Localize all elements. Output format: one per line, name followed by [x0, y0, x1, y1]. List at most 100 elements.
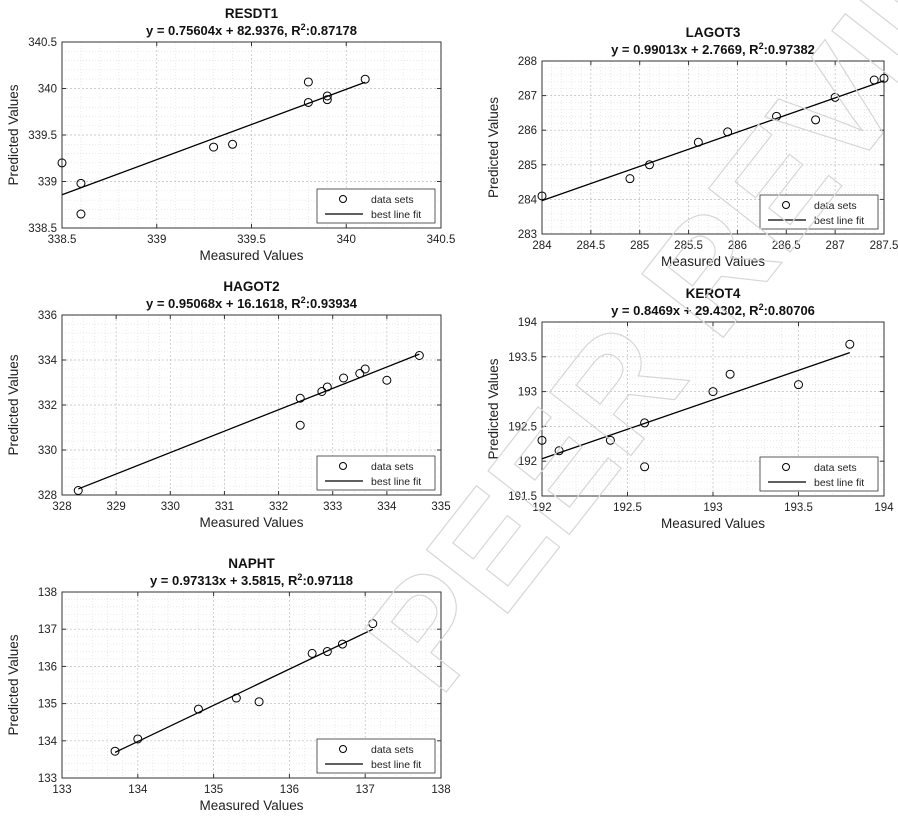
x-axis-label: Measured Values — [661, 254, 765, 269]
x-axis-label: Measured Values — [199, 798, 303, 813]
y-tick-label: 338.5 — [28, 223, 57, 235]
data-point — [414, 351, 424, 360]
data-point — [537, 191, 547, 201]
chart-title: LAGOT3 — [686, 25, 741, 40]
x-tick-label: 194 — [874, 502, 894, 514]
x-tick-label: 334 — [377, 501, 397, 513]
x-tick-label: 330 — [161, 501, 180, 513]
data-point — [231, 693, 241, 703]
axes-box — [61, 591, 442, 779]
x-tick-label: 331 — [215, 501, 234, 513]
x-axis-label: Measured Values — [199, 515, 303, 530]
x-tick-label: 286 — [728, 240, 747, 252]
x-axis-label: Measured Values — [199, 248, 303, 263]
regression-equation: y = 0.99013x + 2.7669, R2:0.97382 — [611, 41, 815, 57]
data-point — [76, 178, 86, 188]
axes-box — [541, 60, 885, 235]
chart-hagot2: HAGOT2 y = 0.95068x + 16.1618, R2:0.93934… — [0, 272, 455, 534]
x-tick-label: 340 — [337, 234, 356, 246]
x-tick-label: 340.5 — [427, 234, 456, 246]
legend-label-fit: best line fit — [371, 476, 421, 488]
y-tick-label: 285 — [518, 160, 537, 172]
x-tick-label: 285 — [630, 240, 649, 252]
x-tick-label: 284 — [532, 240, 552, 252]
y-axis-label: Predicted Values — [6, 354, 21, 455]
chart-title: NAPHT — [228, 556, 275, 571]
data-point — [133, 734, 143, 744]
data-point — [209, 142, 219, 152]
regression-equation: y = 0.95068x + 16.1618, R2:0.93934 — [146, 295, 358, 311]
legend: data sets best line fit — [316, 738, 436, 774]
regression-equation: y = 0.8469x + 29.4302, R2:0.80706 — [611, 302, 815, 318]
y-axis-label: Predicted Values — [6, 634, 21, 735]
legend-marker — [782, 463, 790, 471]
grid — [61, 41, 442, 229]
data-point — [73, 486, 83, 495]
y-tick-label: 138 — [38, 587, 57, 599]
data-point — [295, 393, 305, 403]
x-tick-label: 329 — [107, 501, 126, 513]
y-tick-label: 283 — [518, 229, 537, 241]
regression-equation: y = 0.97313x + 3.5815, R2:0.97118 — [150, 572, 353, 588]
data-point — [228, 139, 238, 149]
y-tick-label: 134 — [38, 736, 58, 748]
chart-napht: NAPHT y = 0.97313x + 3.5815, R2:0.97118 13… — [0, 548, 455, 818]
data-point — [303, 77, 313, 87]
data-point — [110, 746, 120, 756]
data-point — [845, 339, 855, 349]
regression-equation: y = 0.75604x + 82.9376, R2:0.87178 — [146, 22, 357, 38]
data-point — [879, 73, 889, 83]
data-point — [360, 364, 370, 374]
y-tick-label: 191.5 — [508, 491, 537, 503]
y-tick-label: 194 — [518, 317, 538, 329]
y-tick-label: 287 — [518, 91, 537, 103]
y-tick-label: 336 — [38, 310, 57, 322]
data-point — [355, 369, 365, 378]
x-tick-label: 286.5 — [772, 240, 801, 252]
x-tick-label: 133 — [52, 784, 71, 796]
best-fit-line — [541, 80, 885, 202]
y-tick-label: 193 — [518, 387, 537, 399]
data-point — [368, 619, 378, 629]
y-tick-label: 136 — [38, 661, 57, 673]
x-tick-label: 333 — [323, 501, 342, 513]
chart-title: KEROT4 — [686, 286, 741, 301]
data-point — [322, 95, 332, 105]
y-tick-label: 192.5 — [508, 421, 537, 433]
best-fit-line — [114, 628, 374, 753]
y-tick-label: 339 — [38, 177, 57, 189]
y-tick-label: 288 — [518, 56, 537, 68]
x-tick-label: 138 — [431, 784, 450, 796]
x-tick-label: 287 — [826, 240, 845, 252]
legend-label-fit: best line fit — [814, 215, 864, 227]
legend: data sets best line fit — [316, 455, 436, 491]
legend-label-data: data sets — [371, 461, 414, 473]
data-point — [693, 137, 703, 147]
data-point — [322, 91, 332, 101]
data-point — [76, 209, 86, 219]
x-tick-label: 135 — [204, 784, 223, 796]
legend: data sets best line fit — [759, 456, 879, 492]
y-tick-label: 135 — [38, 699, 57, 711]
data-point — [794, 380, 803, 390]
data-point — [537, 435, 547, 445]
x-tick-label: 193.5 — [784, 502, 813, 514]
data-point — [644, 160, 654, 170]
data-point — [307, 648, 317, 658]
legend-label-data: data sets — [814, 200, 857, 212]
chart-resdt1: RESDT1 y = 0.75604x + 82.9376, R2:0.87178… — [0, 0, 455, 268]
legend: data sets best line fit — [316, 188, 436, 224]
y-tick-label: 137 — [38, 624, 57, 636]
y-tick-label: 339.5 — [28, 130, 57, 142]
data-point — [322, 647, 332, 657]
legend-marker — [339, 462, 347, 470]
data-point — [708, 387, 718, 397]
y-tick-label: 330 — [38, 445, 57, 457]
legend-marker — [782, 201, 790, 209]
chart-lagot3: LAGOT3 y = 0.99013x + 2.7669, R2:0.97382 2… — [478, 14, 898, 274]
data-point — [605, 435, 615, 445]
x-tick-label: 287.5 — [870, 240, 898, 252]
